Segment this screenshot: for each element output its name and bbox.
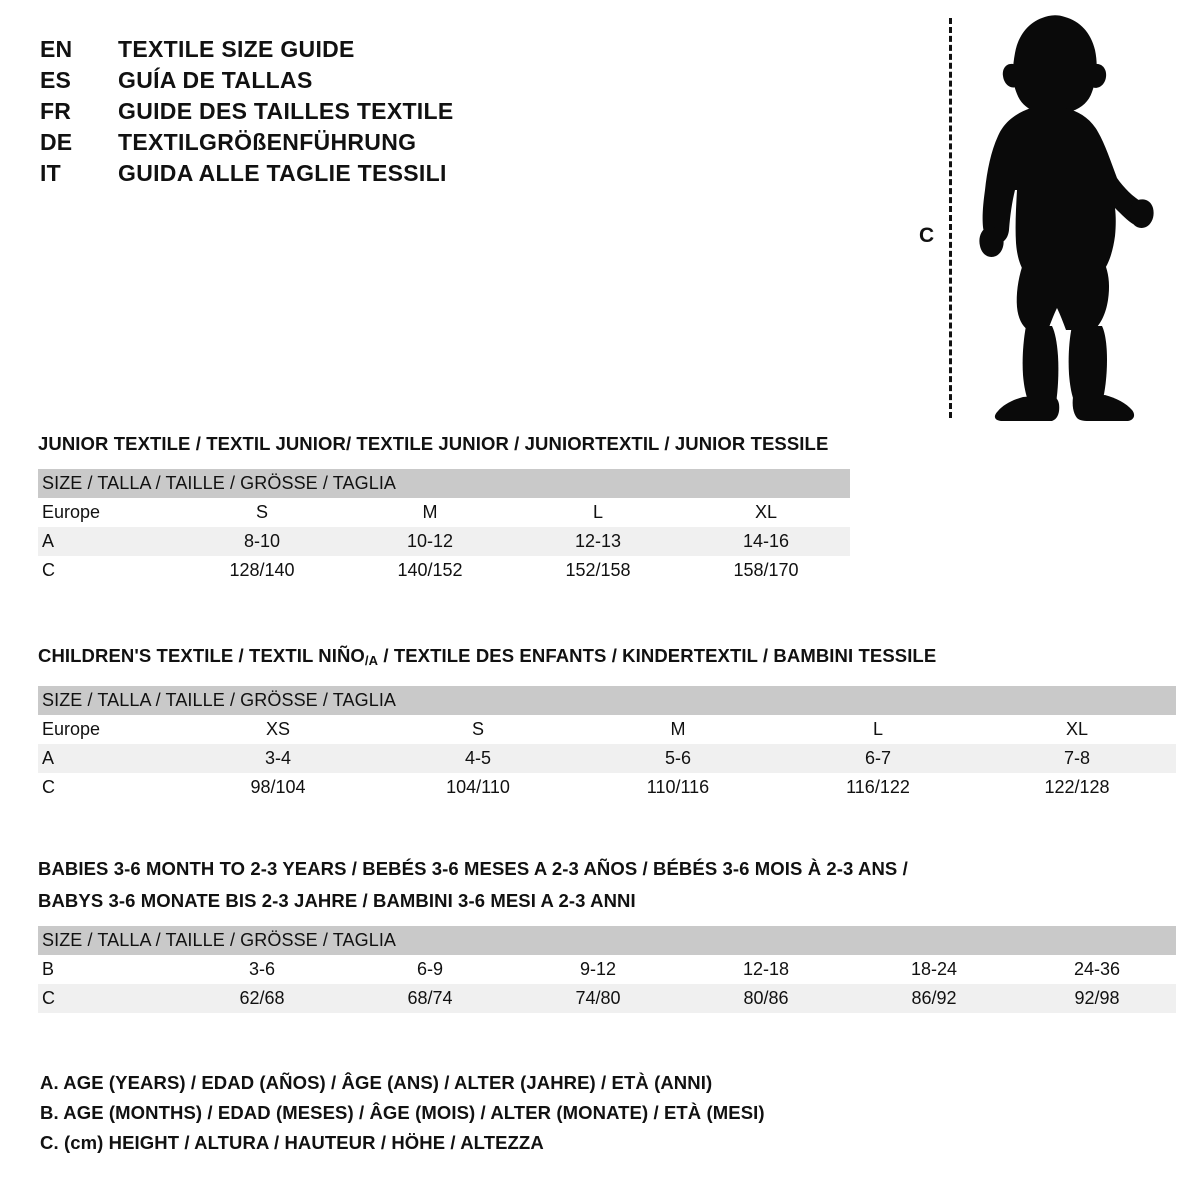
table-cell: 104/110	[378, 772, 578, 802]
height-dimension-label: C	[919, 224, 935, 247]
section-title-babies-line2: BABYS 3-6 MONATE BIS 2-3 JAHRE / BAMBINI…	[38, 890, 636, 911]
table-row: C 128/140 140/152 152/158 158/170	[38, 556, 850, 585]
toddler-silhouette-icon	[960, 12, 1165, 422]
section-children: CHILDREN'S TEXTILE / TEXTIL NIÑO/A / TEX…	[38, 642, 1177, 802]
table-cell: 9-12	[514, 955, 682, 984]
table-cell: 98/104	[178, 772, 378, 802]
language-row-de: DE TEXTILGRÖßENFÜHRUNG	[40, 127, 640, 158]
footnote-a: A. AGE (YEARS) / EDAD (AÑOS) / ÂGE (ANS)…	[40, 1072, 713, 1093]
guide-title: GUIDA ALLE TAGLIE TESSILI	[118, 160, 447, 186]
table-band-row: SIZE / TALLA / TAILLE / GRÖSSE / TAGLIA	[38, 685, 1177, 715]
section-babies: BABIES 3-6 MONTH TO 2-3 YEARS / BEBÉS 3-…	[38, 855, 1177, 1013]
guide-title: TEXTILGRÖßENFÜHRUNG	[118, 129, 417, 155]
table-cell: 140/152	[346, 556, 514, 585]
band-label: SIZE / TALLA / TAILLE / GRÖSSE / TAGLIA	[38, 469, 850, 498]
table-cell: 7-8	[978, 743, 1177, 773]
table-cell: L	[514, 498, 682, 527]
table-cell: 80/86	[682, 984, 850, 1013]
size-table-babies: SIZE / TALLA / TAILLE / GRÖSSE / TAGLIA …	[38, 926, 1177, 1013]
height-measurement-figure: C	[905, 12, 1175, 422]
table-row: A 3-4 4-5 5-6 6-7 7-8	[38, 743, 1177, 773]
footnote-legend: A. AGE (YEARS) / EDAD (AÑOS) / ÂGE (ANS)…	[40, 1068, 1040, 1158]
table-row: B 3-6 6-9 9-12 12-18 18-24 24-36	[38, 955, 1177, 984]
table-cell: 6-9	[346, 955, 514, 984]
language-title-block: EN TEXTILE SIZE GUIDE ES GUÍA DE TALLAS …	[40, 34, 640, 189]
table-cell: 122/128	[978, 772, 1177, 802]
section-title-children-suffix: / TEXTILE DES ENFANTS / KINDERTEXTIL / B…	[378, 645, 937, 666]
table-cell: 18-24	[850, 955, 1018, 984]
height-dimension-dashed-line	[949, 18, 952, 418]
table-cell: 62/68	[178, 984, 346, 1013]
section-title-children: CHILDREN'S TEXTILE / TEXTIL NIÑO/A / TEX…	[38, 642, 1176, 674]
language-row-es: ES GUÍA DE TALLAS	[40, 65, 640, 96]
table-cell: M	[578, 714, 778, 744]
band-label: SIZE / TALLA / TAILLE / GRÖSSE / TAGLIA	[38, 685, 1177, 715]
table-cell: 10-12	[346, 527, 514, 556]
table-cell: 110/116	[578, 772, 778, 802]
section-title-junior: JUNIOR TEXTILE / TEXTIL JUNIOR/ TEXTILE …	[38, 433, 829, 454]
language-row-en: EN TEXTILE SIZE GUIDE	[40, 34, 640, 65]
table-cell: 3-4	[178, 743, 378, 773]
table-band-row: SIZE / TALLA / TAILLE / GRÖSSE / TAGLIA	[38, 926, 1177, 955]
table-cell: 14-16	[682, 527, 850, 556]
band-label: SIZE / TALLA / TAILLE / GRÖSSE / TAGLIA	[38, 926, 1177, 955]
language-row-it: IT GUIDA ALLE TAGLIE TESSILI	[40, 158, 640, 189]
table-cell: 152/158	[514, 556, 682, 585]
section-title-babies-line1: BABIES 3-6 MONTH TO 2-3 YEARS / BEBÉS 3-…	[38, 858, 908, 879]
table-row: A 8-10 10-12 12-13 14-16	[38, 527, 850, 556]
section-junior: JUNIOR TEXTILE / TEXTIL JUNIOR/ TEXTILE …	[38, 430, 850, 585]
table-cell: 68/74	[346, 984, 514, 1013]
section-title-children-prefix: CHILDREN'S TEXTILE / TEXTIL NIÑO	[38, 645, 365, 666]
table-band-row: SIZE / TALLA / TAILLE / GRÖSSE / TAGLIA	[38, 469, 850, 498]
table-cell: 4-5	[378, 743, 578, 773]
table-cell: XS	[178, 714, 378, 744]
row-label: Europe	[38, 498, 178, 527]
footnote-b: B. AGE (MONTHS) / EDAD (MESES) / ÂGE (MO…	[40, 1102, 765, 1123]
table-cell: 12-18	[682, 955, 850, 984]
table-cell: S	[378, 714, 578, 744]
table-cell: 116/122	[778, 772, 978, 802]
language-code: FR	[40, 98, 72, 124]
row-label: C	[38, 984, 178, 1013]
row-label: C	[38, 772, 178, 802]
table-cell: 5-6	[578, 743, 778, 773]
language-code: EN	[40, 36, 73, 62]
row-label: B	[38, 955, 178, 984]
row-label: Europe	[38, 714, 178, 744]
language-code: IT	[40, 160, 61, 186]
language-code: ES	[40, 67, 72, 93]
table-row: Europe XS S M L XL	[38, 714, 1177, 744]
table-row: Europe S M L XL	[38, 498, 850, 527]
table-cell: 158/170	[682, 556, 850, 585]
table-row: C 98/104 104/110 110/116 116/122 122/128	[38, 772, 1177, 802]
guide-title: GUIDE DES TAILLES TEXTILE	[118, 98, 454, 124]
table-cell: 12-13	[514, 527, 682, 556]
size-table-junior: SIZE / TALLA / TAILLE / GRÖSSE / TAGLIA …	[38, 469, 850, 585]
guide-title: TEXTILE SIZE GUIDE	[118, 36, 355, 62]
table-cell: 86/92	[850, 984, 1018, 1013]
section-title-children-subscript: /A	[364, 652, 379, 668]
table-cell: XL	[978, 714, 1177, 744]
table-cell: L	[778, 714, 978, 744]
size-table-children: SIZE / TALLA / TAILLE / GRÖSSE / TAGLIA …	[38, 685, 1177, 802]
table-cell: M	[346, 498, 514, 527]
table-cell: 128/140	[178, 556, 346, 585]
table-cell: XL	[682, 498, 850, 527]
table-cell: 74/80	[514, 984, 682, 1013]
footnote-c: C. (cm) HEIGHT / ALTURA / HAUTEUR / HÖHE…	[40, 1132, 544, 1153]
language-row-fr: FR GUIDE DES TAILLES TEXTILE	[40, 96, 640, 127]
language-code: DE	[40, 129, 73, 155]
table-cell: 8-10	[178, 527, 346, 556]
guide-title: GUÍA DE TALLAS	[118, 67, 313, 93]
table-cell: 92/98	[1018, 984, 1177, 1013]
table-row: C 62/68 68/74 74/80 80/86 86/92 92/98	[38, 984, 1177, 1013]
table-cell: S	[178, 498, 346, 527]
table-cell: 24-36	[1018, 955, 1177, 984]
row-label: A	[38, 527, 178, 556]
row-label: A	[38, 743, 178, 773]
table-cell: 6-7	[778, 743, 978, 773]
row-label: C	[38, 556, 178, 585]
table-cell: 3-6	[178, 955, 346, 984]
